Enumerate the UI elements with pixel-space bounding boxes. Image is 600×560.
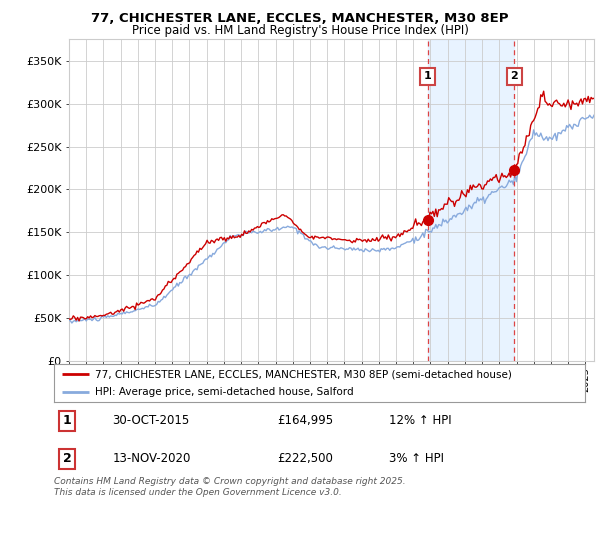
Text: 13-NOV-2020: 13-NOV-2020 — [112, 452, 191, 465]
Text: 3% ↑ HPI: 3% ↑ HPI — [389, 452, 443, 465]
Text: £164,995: £164,995 — [277, 414, 333, 427]
Text: 30-OCT-2015: 30-OCT-2015 — [112, 414, 190, 427]
Bar — [428, 39, 514, 361]
Text: HPI: Average price, semi-detached house, Salford: HPI: Average price, semi-detached house,… — [95, 387, 354, 397]
Text: 1: 1 — [63, 414, 71, 427]
Text: Price paid vs. HM Land Registry's House Price Index (HPI): Price paid vs. HM Land Registry's House … — [131, 24, 469, 37]
Text: £222,500: £222,500 — [277, 452, 333, 465]
Text: 1: 1 — [424, 71, 431, 81]
Text: Contains HM Land Registry data © Crown copyright and database right 2025.
This d: Contains HM Land Registry data © Crown c… — [54, 477, 406, 497]
Text: 77, CHICHESTER LANE, ECCLES, MANCHESTER, M30 8EP: 77, CHICHESTER LANE, ECCLES, MANCHESTER,… — [91, 12, 509, 25]
Text: 2: 2 — [511, 71, 518, 81]
Text: 2: 2 — [63, 452, 71, 465]
Text: 12% ↑ HPI: 12% ↑ HPI — [389, 414, 451, 427]
Text: 77, CHICHESTER LANE, ECCLES, MANCHESTER, M30 8EP (semi-detached house): 77, CHICHESTER LANE, ECCLES, MANCHESTER,… — [95, 369, 512, 379]
